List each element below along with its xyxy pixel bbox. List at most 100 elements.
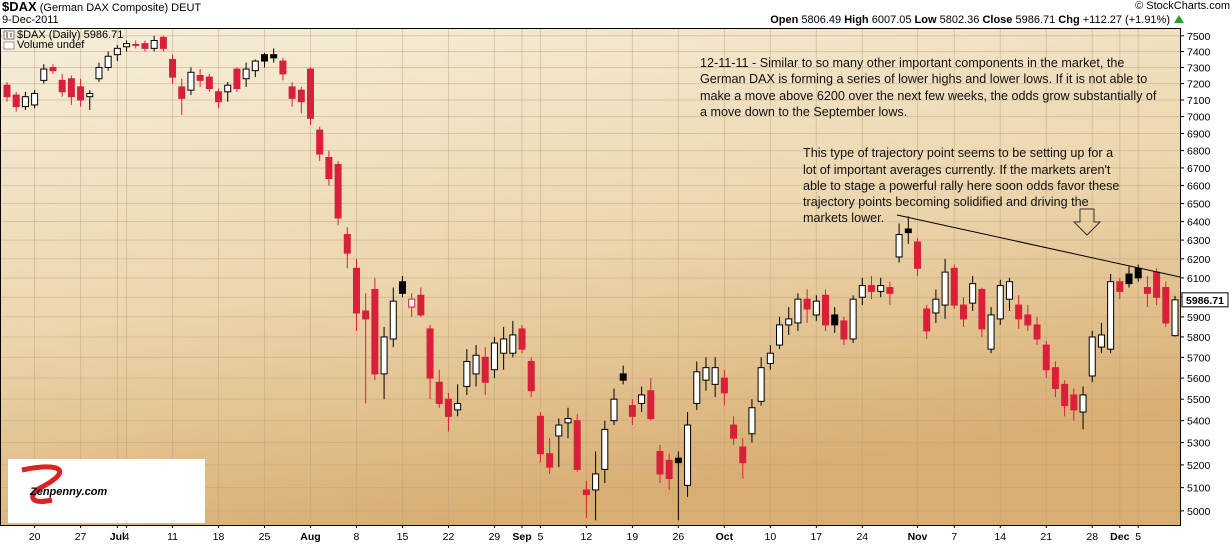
legend-value: 5986.71 bbox=[84, 29, 124, 41]
x-tick-label: 20 bbox=[29, 531, 41, 543]
logo-box bbox=[8, 459, 205, 523]
candle-body bbox=[104, 55, 112, 68]
candle-body bbox=[766, 352, 774, 365]
candle-body bbox=[812, 300, 820, 316]
candle-body bbox=[77, 86, 85, 101]
chart-title: $DAX bbox=[2, 0, 37, 14]
down-arrow bbox=[1072, 208, 1102, 236]
annotation-line: trajectory points becoming solidified an… bbox=[803, 195, 1089, 209]
candle-body bbox=[684, 424, 692, 486]
y-tick-label: 5000 bbox=[1187, 506, 1211, 518]
x-tick-label: 29 bbox=[489, 531, 501, 543]
candle-body bbox=[334, 163, 342, 219]
annotation-line: 12-11-11 - Similar to so many other impo… bbox=[700, 56, 1124, 70]
close-label: Close bbox=[982, 14, 1012, 26]
x-tick-label: 26 bbox=[673, 531, 685, 543]
legend: $DAX (Daily) 5986.71 Volume undef bbox=[3, 29, 123, 51]
x-tick-label: Dec bbox=[1110, 531, 1129, 543]
y-tick-label: 6700 bbox=[1187, 163, 1211, 175]
header: $DAX (German DAX Composite) DEUT 9-Dec-2… bbox=[2, 0, 1230, 26]
candle-body bbox=[1015, 304, 1023, 320]
candle-body bbox=[573, 420, 581, 470]
candle-body bbox=[904, 228, 912, 234]
y-tick-label: 6300 bbox=[1187, 235, 1211, 247]
candle-body bbox=[1162, 287, 1170, 324]
candle-body bbox=[389, 300, 397, 340]
x-tick-label: 4 bbox=[124, 531, 130, 543]
candle-body bbox=[776, 324, 784, 346]
x-tick-label: 17 bbox=[810, 531, 822, 543]
candle-body bbox=[868, 285, 876, 292]
legend-icon bbox=[3, 30, 15, 40]
candle-body bbox=[454, 402, 462, 411]
candle-body bbox=[463, 360, 471, 387]
chart-date: 9-Dec-2011 bbox=[2, 14, 59, 26]
axes: 5000 5100 5200 5300 5400 5500 5600 5700 5800 5900… bbox=[29, 31, 1229, 543]
candle-body bbox=[113, 47, 121, 56]
trend-line bbox=[896, 214, 1181, 278]
candle-body bbox=[720, 377, 728, 394]
candle-body bbox=[969, 283, 977, 304]
candle-body bbox=[785, 318, 793, 326]
x-tick-label: 8 bbox=[354, 531, 360, 543]
candle-body bbox=[831, 314, 839, 326]
y-tick-label: 5300 bbox=[1187, 438, 1211, 450]
x-tick-label: Oct bbox=[716, 531, 734, 543]
legend-label: $DAX (Daily) 5986.71 bbox=[17, 29, 123, 41]
candle-body bbox=[270, 54, 278, 59]
candle-body bbox=[371, 288, 379, 375]
y-tick-label: 5800 bbox=[1187, 332, 1211, 344]
candle-body bbox=[1134, 267, 1142, 279]
candle-body bbox=[978, 288, 986, 330]
candle-body bbox=[647, 390, 655, 420]
x-tick-label: 5 bbox=[537, 531, 543, 543]
candle-body bbox=[748, 407, 756, 435]
candle-body bbox=[123, 43, 131, 48]
x-tick-label: Nov bbox=[908, 531, 928, 543]
candle-body bbox=[536, 415, 544, 455]
annotation-2: This type of trajectory point seems to b… bbox=[803, 146, 1119, 225]
candle-body bbox=[380, 336, 388, 375]
plot-area bbox=[0, 28, 1181, 526]
open-label: Open bbox=[770, 14, 798, 26]
x-tick-label: 24 bbox=[856, 531, 868, 543]
candle-body bbox=[297, 89, 305, 103]
candle-body bbox=[426, 328, 434, 379]
candle-body bbox=[205, 76, 213, 90]
candle-body bbox=[21, 96, 29, 108]
candle-body bbox=[1125, 273, 1133, 285]
x-tick-label: 12 bbox=[581, 531, 593, 543]
x-tick-label: 14 bbox=[994, 531, 1006, 543]
candle-body bbox=[408, 298, 416, 308]
candle-body bbox=[996, 285, 1004, 320]
y-tick-label: 5200 bbox=[1187, 460, 1211, 472]
candle-body bbox=[803, 298, 811, 310]
candle-body bbox=[500, 338, 508, 354]
candle-body bbox=[638, 394, 646, 404]
y-tick-label: 5100 bbox=[1187, 483, 1211, 495]
x-tick-label: 10 bbox=[764, 531, 776, 543]
candle-body bbox=[215, 91, 223, 103]
candle-body bbox=[352, 267, 360, 314]
up-arrow bbox=[1174, 15, 1184, 23]
annotation-1: 12-11-11 - Similar to so many other impo… bbox=[700, 56, 1157, 119]
y-tick-label: 6800 bbox=[1187, 146, 1211, 158]
close-value: 5986.71 bbox=[1015, 14, 1055, 26]
candle-body bbox=[619, 373, 627, 381]
candle-body bbox=[86, 92, 94, 98]
candle-body bbox=[1088, 336, 1096, 377]
candle-body bbox=[822, 294, 830, 326]
candle-body bbox=[592, 473, 600, 491]
candle-body bbox=[288, 86, 296, 99]
annotation-line: lot of important averages currently. If … bbox=[803, 163, 1111, 177]
x-tick-label: 21 bbox=[1040, 531, 1052, 543]
candle-body bbox=[941, 271, 949, 306]
annotation-line: markets lower. bbox=[803, 211, 884, 225]
candle-body bbox=[1153, 271, 1161, 298]
annotation-line: make a move above 6200 over the next few… bbox=[700, 89, 1157, 103]
y-tick-label: 6500 bbox=[1187, 198, 1211, 210]
chart-title-line: $DAX (German DAX Composite) DEUT bbox=[2, 0, 201, 14]
annotation-line: a move down to the September lows. bbox=[700, 105, 907, 119]
y-tick-label: 5600 bbox=[1187, 373, 1211, 385]
candle-body bbox=[1024, 314, 1032, 326]
